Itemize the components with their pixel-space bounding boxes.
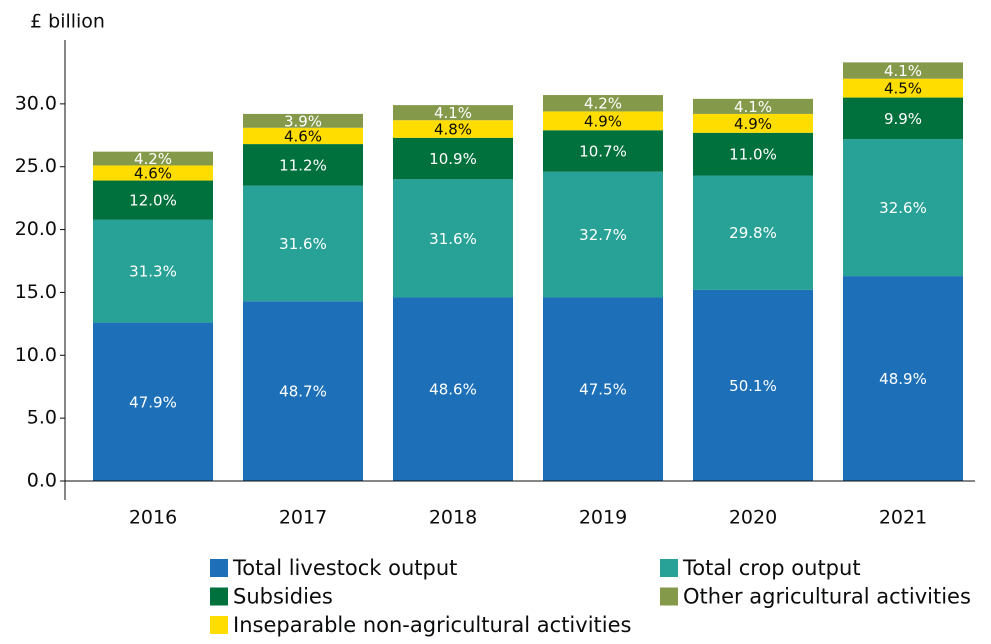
legend-swatch [210,559,228,577]
segment-label: 32.6% [879,199,927,217]
segment-label: 3.9% [284,112,322,130]
bar-segment [693,132,813,176]
legend-swatch [210,616,228,634]
legend-swatch [660,587,678,606]
segment-label: 10.9% [429,150,477,168]
bar-segment [843,97,963,140]
segment-label: 4.5% [884,80,922,98]
segment-label: 4.8% [434,121,472,139]
legend-label: Total crop output [682,556,861,580]
segment-label: 4.1% [434,104,472,122]
bar-segment [243,301,363,481]
x-tick-label: 2020 [729,507,777,529]
bar-segment [843,276,963,481]
bar-segment [243,185,363,302]
legend-label: Other agricultural activities [683,585,971,609]
y-tick-label: 15.0 [15,281,57,303]
segment-label: 10.7% [579,143,627,161]
bar-segment [693,289,813,481]
segment-label: 4.2% [584,95,622,113]
legend-label: Inseparable non-agricultural activities [233,613,631,637]
bar-segment [393,297,513,481]
x-tick-label: 2019 [579,507,627,529]
bar-segment [843,139,963,277]
bar-segment [693,113,813,133]
bar-segment [843,78,963,98]
segment-label: 4.9% [734,115,772,133]
bar-segment [93,151,213,166]
legend-label: Subsidies [233,585,333,609]
segment-label: 11.2% [279,156,327,174]
legend-swatch [660,559,678,577]
bar-segment [693,98,813,114]
segment-label: 4.1% [734,98,772,116]
x-tick-label: 2018 [429,507,477,529]
y-tick-label: 25.0 [15,155,57,177]
bar-segment [543,297,663,481]
segment-label: 47.5% [579,381,627,399]
segment-label: 4.1% [884,62,922,80]
bar-segment [393,137,513,180]
bar-segment [393,179,513,298]
segment-label: 4.2% [134,150,172,168]
bar-segment [93,219,213,323]
y-tick-label: 20.0 [15,218,57,240]
y-tick-label: 0.0 [27,470,57,492]
legend-swatch [210,587,228,606]
bar-segment [843,62,963,79]
bar-segment [543,171,663,298]
y-tick-label: 30.0 [15,92,57,114]
x-tick-label: 2016 [129,507,177,529]
legend-label: Total livestock output [232,556,457,580]
x-tick-label: 2021 [879,507,927,529]
bar-segment [93,165,213,181]
bar-segment [693,175,813,290]
segment-label: 32.7% [579,226,627,244]
segment-label: 48.7% [279,383,327,401]
x-tick-label: 2017 [279,507,327,529]
y-tick-label: 10.0 [15,344,57,366]
segment-label: 48.6% [429,381,477,399]
bar-segment [243,127,363,145]
segment-label: 31.6% [429,230,477,248]
segment-label: 48.9% [879,370,927,388]
bar-segment [393,120,513,138]
segment-label: 50.1% [729,377,777,395]
segment-label: 4.6% [284,127,322,145]
segment-label: 4.9% [584,112,622,130]
bar-segment [543,95,663,112]
segment-label: 12.0% [129,192,177,210]
segment-label: 9.9% [884,110,922,128]
segment-label: 11.0% [729,146,777,164]
y-axis-label: £ billion [30,11,105,33]
bar-segment [93,180,213,220]
segment-label: 4.6% [134,165,172,183]
segment-label: 31.6% [279,235,327,253]
segment-label: 47.9% [129,393,177,411]
bar-segment [543,111,663,131]
y-tick-label: 5.0 [27,407,57,429]
bar-segment [243,144,363,186]
segment-label: 31.3% [129,263,177,281]
segment-label: 29.8% [729,224,777,242]
bar-segment [93,322,213,481]
bar-segment [243,113,363,128]
bar-segment [393,105,513,121]
bar-segment [543,130,663,172]
